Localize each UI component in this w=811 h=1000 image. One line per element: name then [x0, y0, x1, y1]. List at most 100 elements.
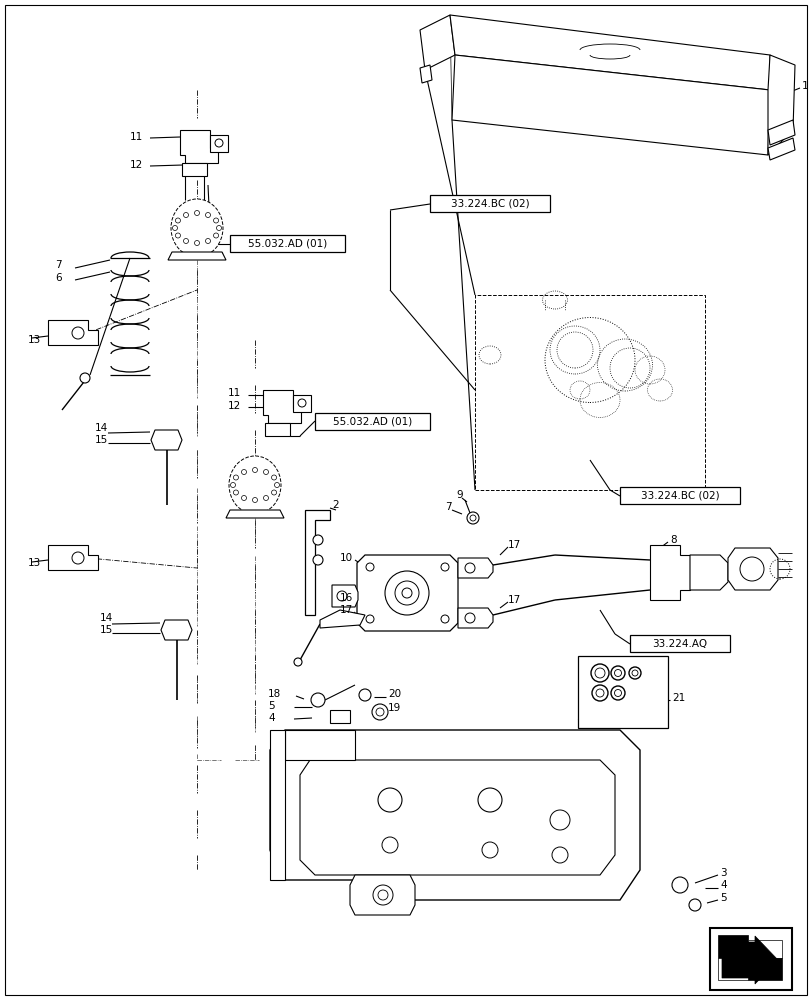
Circle shape [217, 226, 221, 231]
Bar [620, 487, 739, 504]
Text: 12: 12 [228, 401, 241, 411]
Circle shape [252, 497, 257, 502]
Text: 7: 7 [444, 502, 451, 512]
Text: 33.224.AQ: 33.224.AQ [651, 638, 706, 648]
Circle shape [213, 233, 218, 238]
Circle shape [271, 475, 277, 480]
Text: 17: 17 [508, 595, 521, 605]
Text: 4: 4 [719, 880, 726, 890]
Text: 8: 8 [669, 535, 676, 545]
Circle shape [205, 238, 210, 243]
Text: 6: 6 [55, 273, 62, 283]
Text: 13: 13 [28, 558, 41, 568]
Polygon shape [161, 620, 191, 640]
Circle shape [294, 658, 302, 666]
Circle shape [252, 468, 257, 473]
Polygon shape [180, 130, 217, 163]
Text: 14: 14 [100, 613, 113, 623]
Circle shape [440, 615, 448, 623]
Circle shape [371, 704, 388, 720]
Polygon shape [270, 730, 639, 900]
Polygon shape [182, 163, 207, 176]
Polygon shape [293, 395, 311, 412]
Bar [709, 928, 791, 990]
Polygon shape [452, 55, 769, 155]
Text: 16: 16 [340, 593, 353, 603]
Text: 5: 5 [268, 701, 274, 711]
Text: 20: 20 [388, 689, 401, 699]
Text: 11: 11 [228, 388, 241, 398]
Text: 19: 19 [388, 703, 401, 713]
Circle shape [264, 470, 268, 475]
Polygon shape [721, 936, 777, 984]
Text: 33.224.BC (02): 33.224.BC (02) [640, 490, 719, 500]
Polygon shape [329, 710, 350, 723]
Circle shape [213, 218, 218, 223]
Circle shape [366, 563, 374, 571]
Polygon shape [449, 15, 769, 90]
Circle shape [175, 218, 180, 223]
Text: 7: 7 [55, 260, 62, 270]
Polygon shape [320, 610, 365, 628]
Polygon shape [285, 730, 354, 760]
Polygon shape [689, 555, 727, 590]
Polygon shape [717, 935, 747, 958]
Polygon shape [264, 423, 290, 436]
Bar [474, 295, 704, 490]
Bar [315, 413, 430, 430]
Bar [230, 235, 345, 252]
Circle shape [264, 495, 268, 500]
Circle shape [271, 490, 277, 495]
Text: 1: 1 [801, 81, 808, 91]
Circle shape [195, 211, 200, 216]
Polygon shape [168, 252, 225, 260]
Circle shape [233, 475, 238, 480]
Polygon shape [727, 548, 777, 590]
Circle shape [312, 555, 323, 565]
Text: 55.032.AD (01): 55.032.AD (01) [333, 416, 412, 426]
Circle shape [183, 213, 188, 218]
Polygon shape [151, 430, 182, 450]
Text: 14: 14 [95, 423, 108, 433]
Circle shape [72, 552, 84, 564]
Circle shape [241, 495, 247, 500]
Polygon shape [457, 558, 492, 578]
Circle shape [466, 512, 478, 524]
Polygon shape [767, 55, 794, 155]
Polygon shape [332, 585, 358, 607]
Polygon shape [767, 138, 794, 160]
Polygon shape [270, 730, 285, 880]
Bar [577, 656, 667, 728]
Circle shape [401, 588, 411, 598]
Circle shape [366, 615, 374, 623]
Circle shape [183, 238, 188, 243]
Polygon shape [263, 390, 301, 423]
Polygon shape [210, 135, 228, 152]
Circle shape [241, 470, 247, 475]
Circle shape [672, 877, 687, 893]
Polygon shape [357, 555, 457, 631]
Circle shape [233, 490, 238, 495]
Bar [629, 635, 729, 652]
Text: 17: 17 [508, 540, 521, 550]
Text: 12: 12 [130, 160, 143, 170]
Text: 3: 3 [719, 868, 726, 878]
Polygon shape [350, 875, 414, 915]
Text: 11: 11 [130, 132, 143, 142]
Polygon shape [649, 545, 689, 600]
Polygon shape [299, 760, 614, 875]
Circle shape [440, 563, 448, 571]
Text: 55.032.AD (01): 55.032.AD (01) [247, 238, 327, 248]
Circle shape [274, 483, 279, 488]
Circle shape [80, 373, 90, 383]
Polygon shape [767, 120, 794, 145]
Text: 13: 13 [28, 335, 41, 345]
Ellipse shape [171, 199, 223, 257]
Polygon shape [419, 15, 454, 70]
Polygon shape [747, 940, 781, 958]
Text: 5: 5 [719, 893, 726, 903]
Circle shape [689, 899, 700, 911]
Text: 15: 15 [100, 625, 113, 635]
Text: 17: 17 [340, 605, 353, 615]
Bar [430, 195, 549, 212]
